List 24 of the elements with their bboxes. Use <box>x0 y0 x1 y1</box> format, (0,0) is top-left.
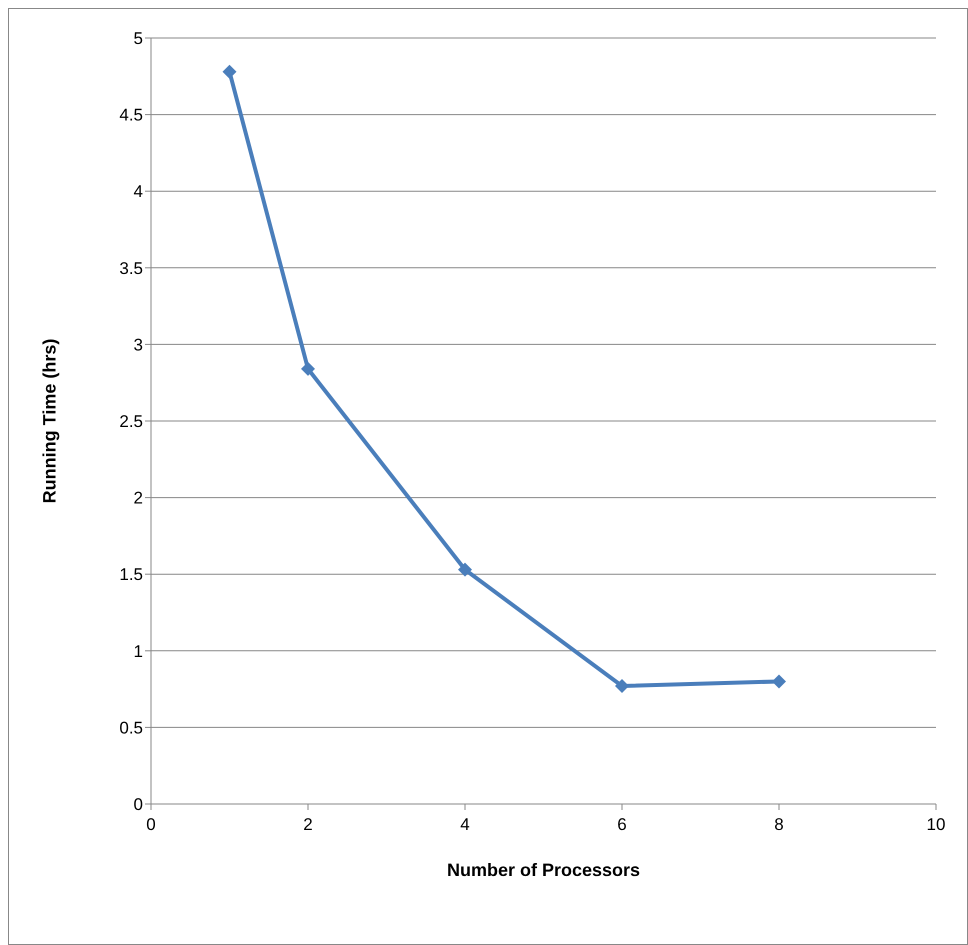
x-tick-label: 10 <box>926 815 946 834</box>
point <box>458 562 472 577</box>
x-tick-label: 2 <box>303 815 313 834</box>
point <box>615 679 629 694</box>
y-tick-label: 5 <box>134 29 143 48</box>
point <box>222 64 236 79</box>
y-tick-label: 4.5 <box>119 106 143 125</box>
x-tick-label: 6 <box>617 815 627 834</box>
y-tick-label: 2.5 <box>119 412 143 432</box>
x-tick-label: 8 <box>774 815 784 834</box>
x-tick-label: 4 <box>460 815 470 834</box>
point <box>772 674 786 688</box>
x-tick-label: 0 <box>146 815 156 834</box>
y-tick-label: 1 <box>134 642 143 661</box>
y-tick-label: 1.5 <box>119 565 143 584</box>
y-tick-label: 0.5 <box>119 718 143 738</box>
x-axis-title: Number of Processors <box>446 860 640 880</box>
y-axis-title: Running Time (hrs) <box>39 338 60 504</box>
y-tick-label: 3.5 <box>119 258 143 278</box>
y-tick-label: 3 <box>134 335 143 354</box>
y-tick-label: 2 <box>134 488 143 508</box>
point <box>301 362 315 376</box>
y-tick-label: 0 <box>134 795 143 814</box>
y-tick-label: 4 <box>134 182 143 202</box>
